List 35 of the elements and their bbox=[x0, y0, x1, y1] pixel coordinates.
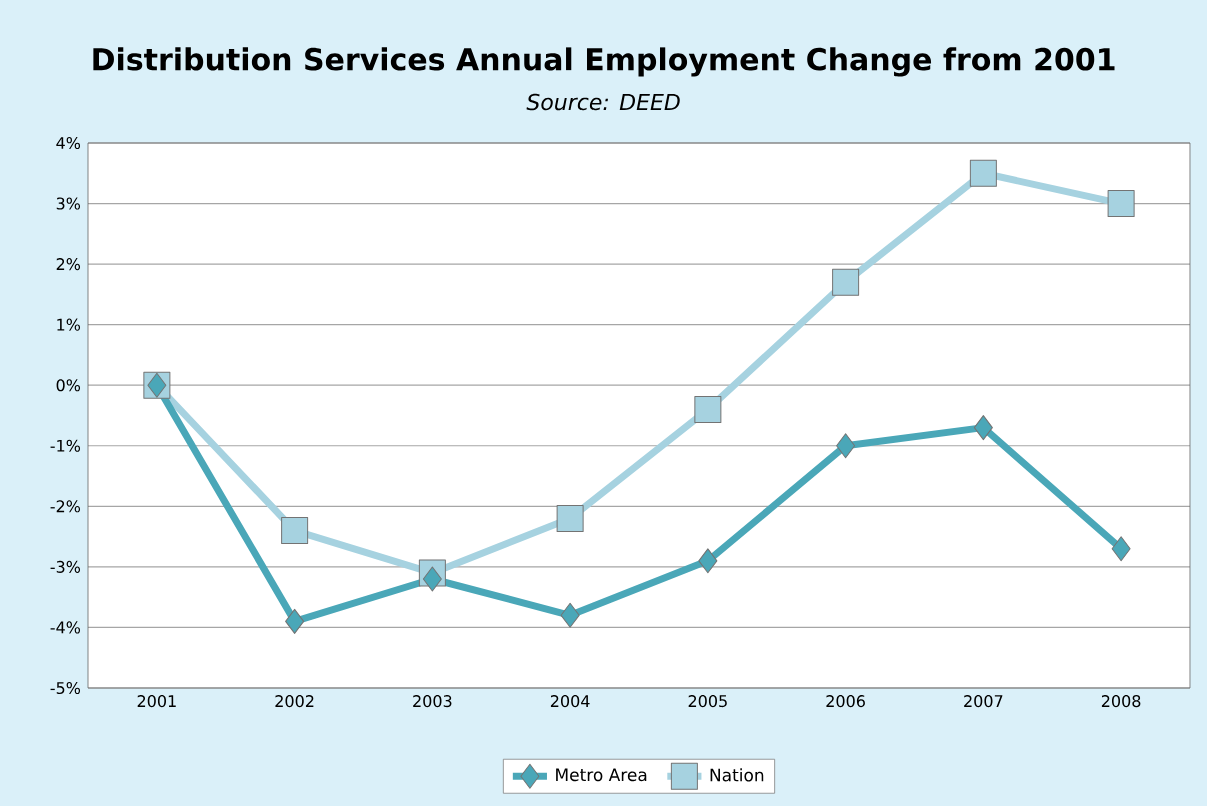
point bbox=[1111, 536, 1131, 562]
point bbox=[836, 433, 856, 459]
x-tick-label: 2001 bbox=[137, 695, 176, 708]
x-tick-label: 2003 bbox=[413, 695, 452, 708]
point bbox=[698, 548, 718, 574]
x-tick-label: 2008 bbox=[1101, 695, 1141, 708]
y-tick-label: 0% bbox=[56, 379, 81, 392]
legend-label: Nation bbox=[710, 768, 764, 782]
y-tick-label: 4% bbox=[56, 136, 81, 150]
y-tick-label: -4% bbox=[50, 621, 81, 634]
point bbox=[694, 395, 722, 423]
x-tick-label: 2007 bbox=[964, 695, 1003, 708]
x-tick-label: 2002 bbox=[275, 695, 314, 708]
y-tick-label: -3% bbox=[50, 560, 81, 573]
x-tick-label: 2005 bbox=[688, 695, 727, 708]
y-tick-label: 2% bbox=[56, 258, 81, 271]
point bbox=[832, 268, 860, 296]
point bbox=[969, 159, 997, 187]
point bbox=[422, 566, 442, 592]
point bbox=[556, 504, 584, 532]
y-tick-label: -2% bbox=[50, 500, 81, 513]
point bbox=[1107, 190, 1135, 218]
chart-title: Distribution Services Annual Employment Change from 2001 bbox=[93, 47, 1115, 77]
x-tick-label: 2004 bbox=[550, 695, 590, 708]
point bbox=[560, 602, 580, 628]
chart-subtitle: Source: DEED bbox=[526, 93, 680, 111]
legend-label: Metro Area bbox=[556, 768, 647, 782]
y-tick-label: 1% bbox=[57, 318, 81, 331]
y-tick-label: -5% bbox=[50, 681, 81, 695]
y-tick-label: 3% bbox=[56, 197, 81, 210]
point bbox=[285, 608, 305, 634]
y-tick-label: -1% bbox=[50, 439, 81, 452]
x-tick-label: 2006 bbox=[826, 695, 865, 708]
point bbox=[973, 415, 993, 441]
point bbox=[281, 517, 309, 545]
